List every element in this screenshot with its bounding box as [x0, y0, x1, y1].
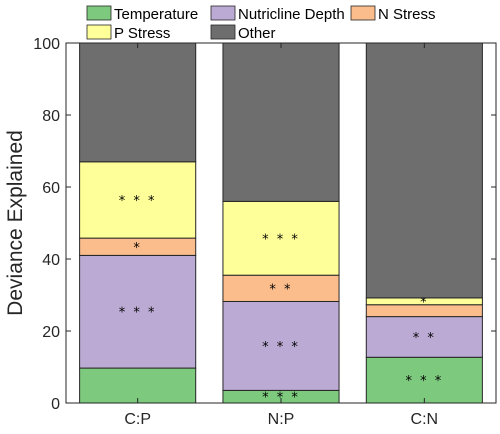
legend: Temperature Nutricline Depth N Stress P Str… [86, 5, 436, 42]
legend-swatch [86, 5, 112, 21]
significance-label: * * * [405, 374, 443, 389]
y-tick-label: 0 [51, 396, 60, 413]
legend-swatch [210, 24, 236, 40]
bars: * * * * * * * * * * * * * * * * * * * * * * * * [79, 42, 483, 406]
y-tick-label: 40 [42, 252, 60, 269]
x-tick-label: C:N [411, 411, 439, 428]
significance-label: * * [269, 282, 292, 297]
legend-label: N Stress [378, 6, 436, 23]
significance-label: * * * [262, 340, 300, 355]
x-axis: C:P N:P C:N [124, 43, 438, 428]
significance-label: * [133, 241, 142, 256]
legend-label: Temperature [114, 6, 198, 23]
bar-segment-n-stress-N-P [222, 274, 340, 302]
bar-segment-nutricline-depth-N-P [222, 300, 340, 391]
bar-segment-other-C-P [79, 42, 197, 163]
y-tick-label: 100 [33, 36, 60, 53]
bar-segment-other-N-P [222, 42, 340, 202]
y-tick-label: 20 [42, 324, 60, 341]
significance-label: * * * [262, 391, 300, 406]
significance-label: * [420, 295, 429, 310]
significance-label: * * * [262, 232, 300, 247]
significance-label: * * [413, 331, 436, 346]
legend-swatch [210, 5, 236, 21]
legend-swatch [350, 5, 376, 21]
y-tick-label: 60 [42, 180, 60, 197]
y-axis: 0 20 40 60 80 100 [33, 36, 496, 413]
bar-segment-temperature-C-N [365, 356, 483, 404]
significance-label: * * * [119, 306, 157, 321]
x-tick-label: C:P [124, 411, 151, 428]
bar-segment-p-stress-N-P [222, 200, 340, 276]
legend-swatch [86, 24, 112, 40]
bar-segment-other-C-N [365, 42, 483, 299]
y-axis-label: Deviance Explained [4, 130, 27, 316]
legend-label: P Stress [114, 25, 170, 42]
y-tick-label: 80 [42, 108, 60, 125]
significance-label: * * * [119, 194, 157, 209]
legend-label: Other [238, 25, 276, 42]
bar-segment-temperature-C-P [79, 367, 197, 404]
legend-label: Nutricline Depth [238, 6, 345, 23]
x-tick-label: N:P [268, 411, 295, 428]
